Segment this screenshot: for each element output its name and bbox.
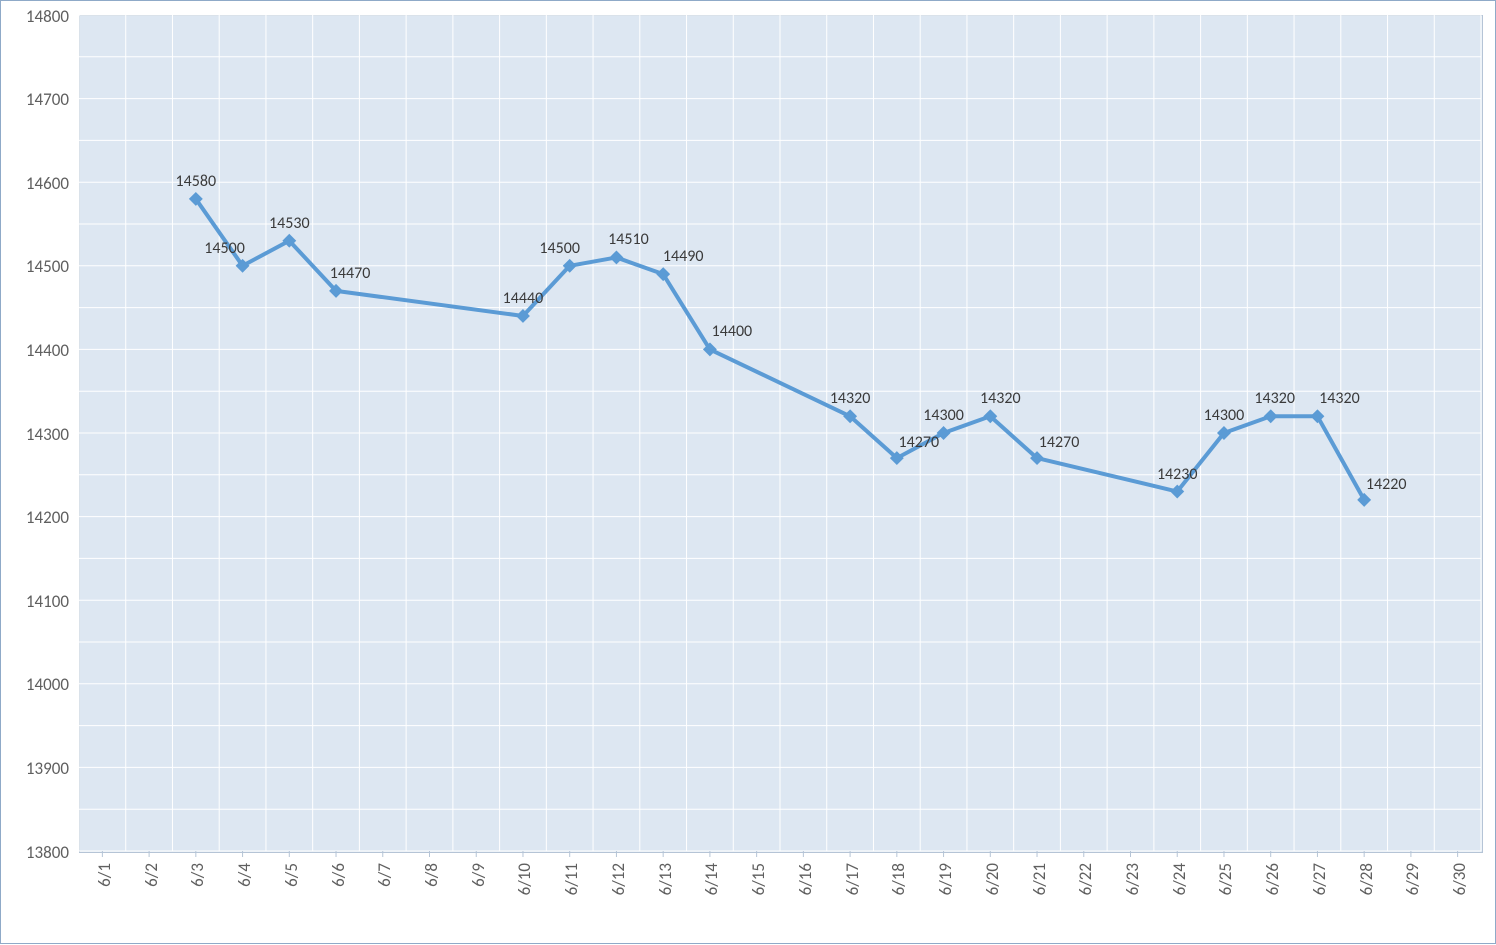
x-tick-label: 6/20 (982, 863, 1003, 943)
data-label: 14580 (176, 172, 217, 191)
data-marker (1264, 410, 1277, 423)
data-label: 14400 (712, 322, 753, 341)
x-tick-label: 6/7 (374, 863, 395, 943)
x-tick-label: 6/14 (701, 863, 722, 943)
x-tick-label: 6/5 (281, 863, 302, 943)
x-tick-label: 6/8 (421, 863, 442, 943)
y-tick-label: 14100 (26, 591, 69, 612)
data-label: 14320 (830, 389, 871, 408)
data-label: 14470 (330, 264, 371, 283)
data-label: 14500 (204, 239, 245, 258)
y-tick-label: 14800 (26, 6, 69, 27)
x-tick-label: 6/4 (234, 863, 255, 943)
y-tick-label: 14300 (26, 424, 69, 445)
x-tick-label: 6/11 (561, 863, 582, 943)
x-tick-label: 6/9 (468, 863, 489, 943)
x-tick-label: 6/13 (655, 863, 676, 943)
x-tick-label: 6/24 (1169, 863, 1190, 943)
x-tick-label: 6/25 (1215, 863, 1236, 943)
data-label: 14300 (923, 406, 964, 425)
x-tick-label: 6/15 (748, 863, 769, 943)
data-label: 14500 (539, 239, 580, 258)
data-label: 14320 (1254, 389, 1295, 408)
x-tick-label: 6/6 (328, 863, 349, 943)
y-tick-label: 13900 (26, 758, 69, 779)
data-label: 14530 (269, 214, 310, 233)
x-tick-label: 6/29 (1402, 863, 1423, 943)
data-label: 14270 (899, 433, 940, 452)
x-tick-label: 6/17 (842, 863, 863, 943)
y-tick-label: 14600 (26, 173, 69, 194)
x-tick-label: 6/30 (1449, 863, 1470, 943)
x-tick-label: 6/26 (1262, 863, 1283, 943)
y-tick-label: 14200 (26, 507, 69, 528)
x-tick-label: 6/21 (1029, 863, 1050, 943)
data-label: 14300 (1204, 406, 1245, 425)
data-marker (610, 251, 623, 264)
y-tick-label: 14000 (26, 674, 69, 695)
y-tick-label: 13800 (26, 842, 69, 863)
data-label: 14320 (1319, 389, 1360, 408)
data-label: 14230 (1157, 465, 1198, 484)
x-tick-label: 6/23 (1122, 863, 1143, 943)
x-tick-label: 6/22 (1075, 863, 1096, 943)
x-tick-label: 6/28 (1356, 863, 1377, 943)
data-label: 14440 (503, 289, 544, 308)
data-label: 14490 (663, 247, 704, 266)
x-tick-label: 6/16 (795, 863, 816, 943)
chart-svg (1, 1, 1496, 945)
y-tick-label: 14700 (26, 89, 69, 110)
x-tick-label: 6/10 (514, 863, 535, 943)
data-label: 14270 (1039, 433, 1080, 452)
x-tick-label: 6/27 (1309, 863, 1330, 943)
x-tick-label: 6/18 (888, 863, 909, 943)
data-label: 14510 (608, 230, 649, 249)
x-tick-label: 6/19 (935, 863, 956, 943)
x-tick-label: 6/12 (608, 863, 629, 943)
y-tick-label: 14500 (26, 256, 69, 277)
data-label: 14220 (1366, 475, 1407, 494)
y-tick-label: 14400 (26, 340, 69, 361)
x-tick-label: 6/3 (187, 863, 208, 943)
x-tick-label: 6/1 (94, 863, 115, 943)
line-chart: 13800 13900 14000 14100 14200 14300 14400 14500… (0, 0, 1496, 944)
x-tick-label: 6/2 (141, 863, 162, 943)
data-label: 14320 (980, 389, 1021, 408)
